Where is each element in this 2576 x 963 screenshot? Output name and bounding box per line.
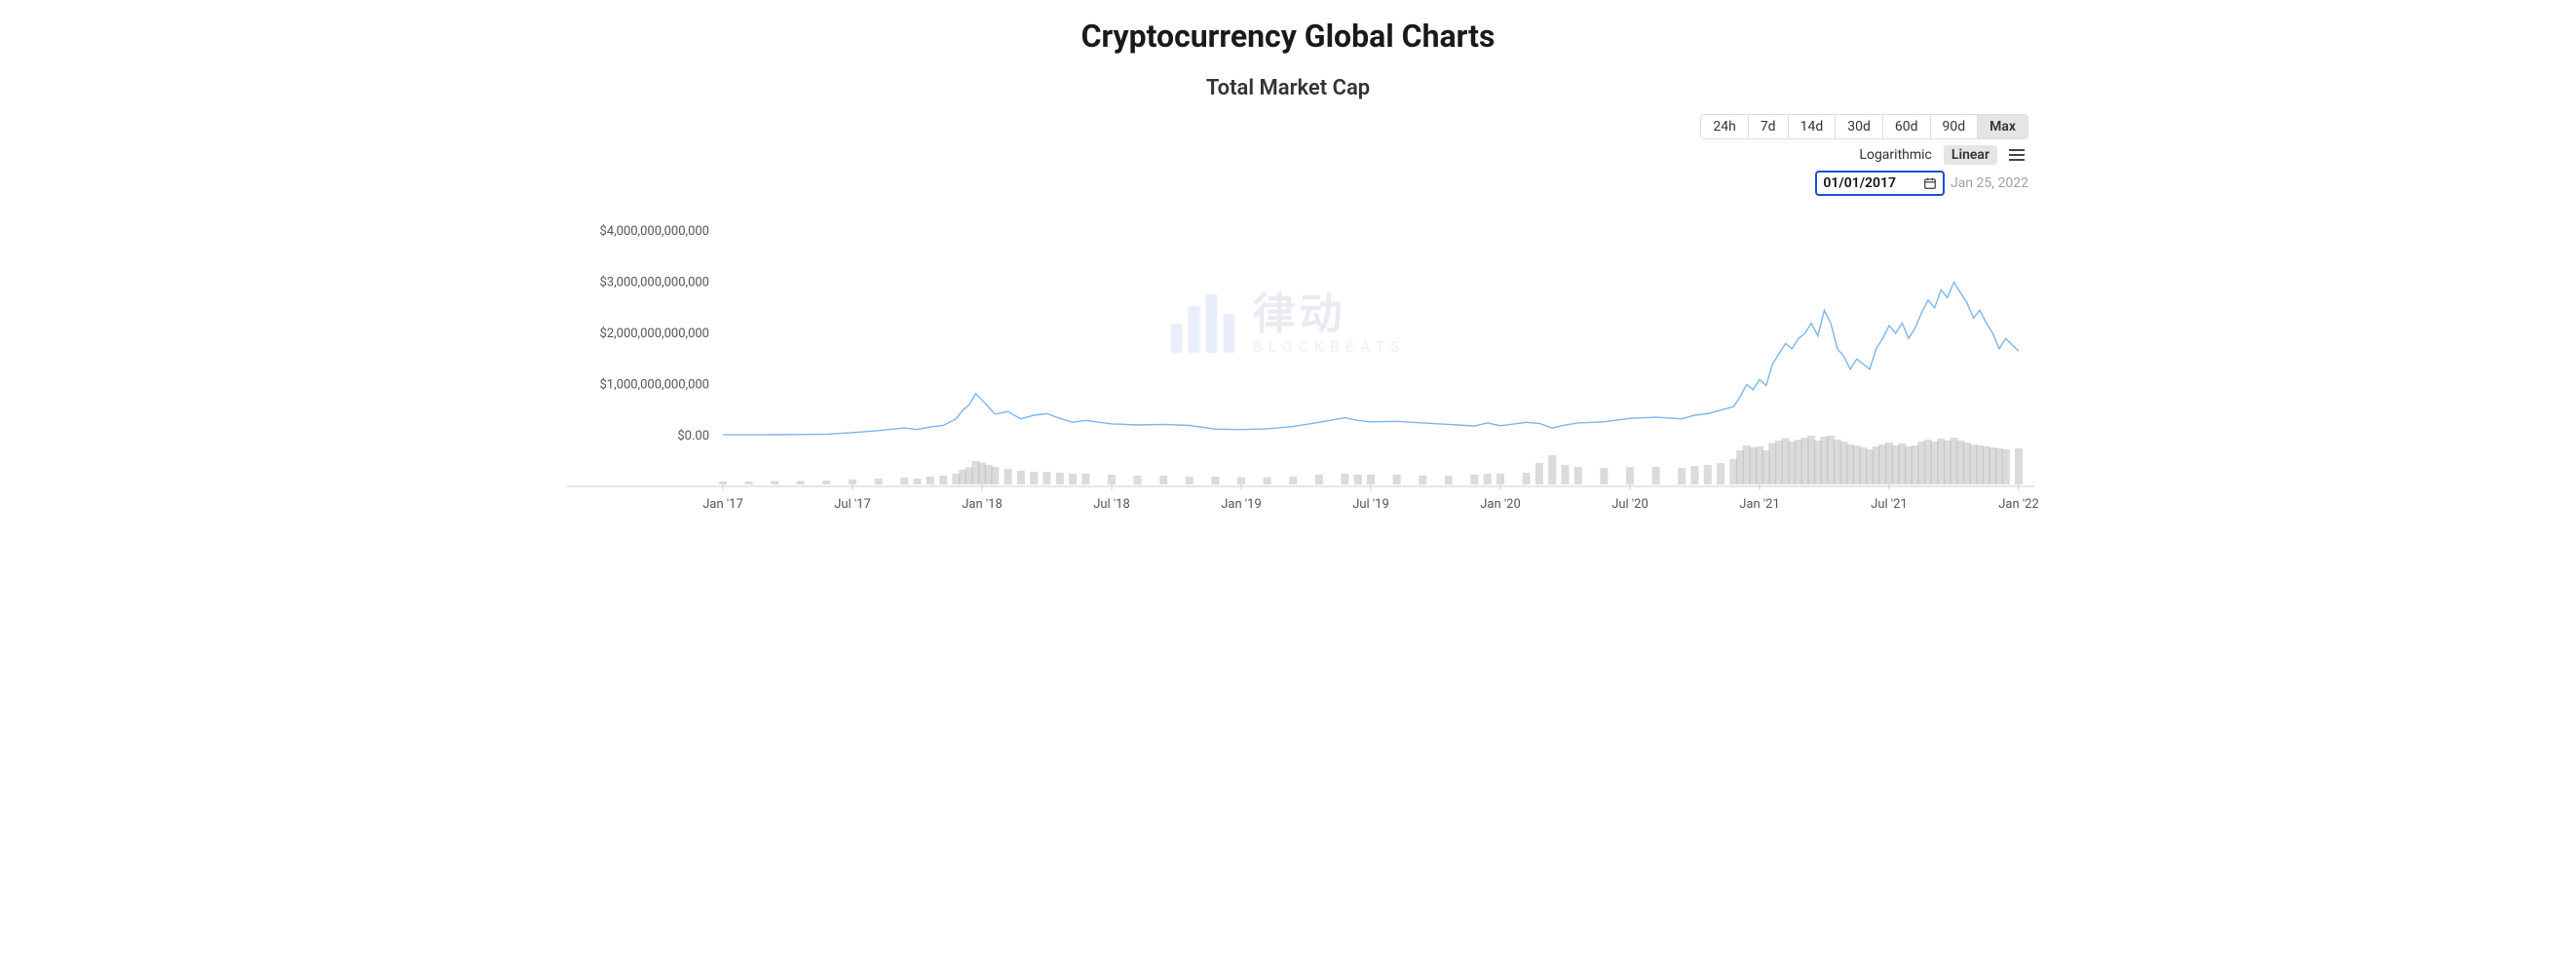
volume-bar bbox=[1678, 468, 1686, 484]
volume-bar bbox=[1056, 473, 1064, 484]
y-tick-label: $3,000,000,000,000 bbox=[599, 276, 709, 290]
x-tick-label: Jan '17 bbox=[702, 497, 743, 512]
volume-bar bbox=[1600, 468, 1608, 484]
y-tick-label: $1,000,000,000,000 bbox=[599, 378, 709, 393]
volume-bar bbox=[939, 476, 947, 484]
x-tick-label: Jul '17 bbox=[834, 497, 871, 512]
volume-bar bbox=[1652, 467, 1660, 484]
volume-bar bbox=[1264, 478, 1271, 485]
volume-bar bbox=[1445, 476, 1453, 484]
volume-bar bbox=[1574, 467, 1582, 484]
x-tick-label: Jan '18 bbox=[962, 497, 1003, 512]
chart-menu-icon[interactable] bbox=[2005, 145, 2028, 165]
volume-bar bbox=[1561, 465, 1569, 484]
x-tick-label: Jan '19 bbox=[1221, 497, 1262, 512]
volume-bar bbox=[1237, 478, 1245, 485]
chart-subtitle: Total Market Cap bbox=[538, 76, 2038, 100]
volume-bar bbox=[1289, 477, 1297, 484]
chart-svg[interactable]: $0.00 $1,000,000,000,000 $2,000,000,000,00… bbox=[538, 202, 2038, 523]
volume-bar bbox=[1186, 477, 1193, 484]
range-button-24h[interactable]: 24h bbox=[1701, 115, 1748, 138]
x-tick-label: Jan '21 bbox=[1739, 497, 1780, 512]
volume-bar bbox=[1017, 471, 1025, 484]
volume-bar bbox=[875, 479, 883, 484]
range-button-90d[interactable]: 90d bbox=[1931, 115, 1979, 138]
volume-bar bbox=[849, 480, 856, 484]
volume-bar bbox=[1108, 475, 1116, 484]
volume-bar bbox=[991, 467, 999, 484]
end-date-label: Jan 25, 2022 bbox=[1951, 175, 2028, 191]
volume-bar bbox=[2002, 449, 2010, 484]
volume-bar bbox=[745, 482, 753, 484]
volume-bar bbox=[1354, 475, 1362, 484]
scale-button-linear[interactable]: Linear bbox=[1944, 145, 1997, 165]
calendar-icon bbox=[1923, 176, 1937, 190]
volume-bar bbox=[1315, 475, 1323, 484]
volume-bar bbox=[1470, 475, 1478, 484]
volume-bar bbox=[1030, 472, 1038, 484]
start-date-value: 01/01/2017 bbox=[1823, 175, 1896, 191]
date-range-row: 01/01/2017 Jan 25, 2022 bbox=[1815, 171, 2028, 196]
chart-container: 律动 BLOCKBEATS $0.00$1,000,000,000,000$2,… bbox=[538, 202, 2038, 523]
volume-bar bbox=[1523, 473, 1531, 484]
scale-button-logarithmic[interactable]: Logarithmic bbox=[1851, 145, 1939, 165]
volume-bar bbox=[900, 478, 908, 484]
volume-bar bbox=[913, 479, 921, 484]
x-tick-label: Jul '20 bbox=[1611, 497, 1648, 512]
x-tick-label: Jul '19 bbox=[1352, 497, 1389, 512]
x-tick-label: Jul '18 bbox=[1093, 497, 1130, 512]
range-button-14d[interactable]: 14d bbox=[1789, 115, 1837, 138]
volume-bar bbox=[1704, 465, 1712, 484]
volume-bar bbox=[1211, 477, 1219, 484]
volume-bar bbox=[1717, 463, 1724, 484]
volume-bar bbox=[1496, 474, 1504, 484]
volume-bar bbox=[1535, 463, 1543, 484]
volume-bar bbox=[1341, 474, 1348, 484]
volume-bar bbox=[1081, 474, 1089, 484]
volume-bar bbox=[1393, 475, 1401, 484]
volume-bar bbox=[822, 481, 830, 484]
x-tick-label: Jan '20 bbox=[1480, 497, 1521, 512]
range-button-30d[interactable]: 30d bbox=[1836, 115, 1883, 138]
volume-bar bbox=[927, 477, 934, 484]
volume-bar bbox=[2015, 448, 2023, 484]
volume-bar bbox=[1626, 467, 1634, 484]
chart-controls: 24h7d14d30d60d90dMax LogarithmicLinear 0… bbox=[538, 114, 2038, 196]
volume-bar bbox=[1419, 476, 1426, 484]
range-buttons: 24h7d14d30d60d90dMax bbox=[1700, 114, 2028, 139]
range-button-7d[interactable]: 7d bbox=[1749, 115, 1789, 138]
volume-bar bbox=[1548, 455, 1556, 484]
volume-bar bbox=[1069, 474, 1077, 484]
volume-bar bbox=[1042, 472, 1050, 484]
volume-bar bbox=[1159, 476, 1167, 484]
market-cap-line bbox=[723, 283, 2019, 436]
volume-bar bbox=[1367, 475, 1375, 484]
volume-bar bbox=[719, 482, 727, 484]
range-button-max[interactable]: Max bbox=[1978, 115, 2027, 138]
page-title: Cryptocurrency Global Charts bbox=[538, 18, 2038, 55]
x-tick-label: Jul '21 bbox=[1871, 497, 1908, 512]
volume-bar bbox=[1484, 474, 1492, 484]
range-button-60d[interactable]: 60d bbox=[1883, 115, 1931, 138]
y-tick-label: $0.00 bbox=[677, 429, 709, 443]
scale-buttons: LogarithmicLinear bbox=[1851, 145, 1997, 165]
y-tick-label: $4,000,000,000,000 bbox=[599, 224, 709, 239]
volume-bar bbox=[1134, 476, 1142, 484]
volume-bar bbox=[771, 482, 778, 485]
page-root: Cryptocurrency Global Charts Total Marke… bbox=[518, 0, 2058, 523]
y-tick-label: $2,000,000,000,000 bbox=[599, 327, 709, 341]
x-tick-label: Jan '22 bbox=[1998, 497, 2038, 512]
volume-bar bbox=[797, 482, 805, 485]
scale-row: LogarithmicLinear bbox=[1851, 145, 2028, 165]
volume-bar bbox=[1690, 466, 1698, 484]
volume-bar bbox=[1004, 469, 1012, 484]
start-date-input[interactable]: 01/01/2017 bbox=[1815, 171, 1945, 196]
